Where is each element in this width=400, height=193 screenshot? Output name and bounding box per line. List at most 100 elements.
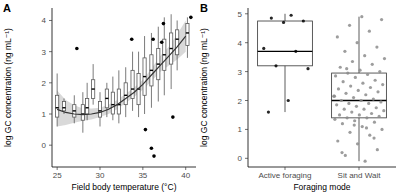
outlier (150, 146, 154, 150)
median (157, 63, 160, 64)
point (270, 17, 273, 20)
y-tick-label: 5 (238, 10, 243, 19)
point (282, 21, 285, 24)
point (353, 123, 356, 126)
median (111, 104, 114, 105)
outlier (151, 37, 155, 41)
y-tick (245, 42, 248, 43)
outlier (162, 22, 166, 26)
y-tick-label: 0 (42, 141, 47, 150)
point (372, 97, 375, 100)
point (348, 131, 351, 134)
box (150, 55, 153, 86)
box (111, 92, 114, 114)
y-tick-label: 4 (42, 16, 47, 25)
median (170, 48, 173, 49)
point (378, 115, 381, 118)
box (157, 49, 160, 80)
y-tick (245, 100, 248, 101)
median (73, 110, 76, 111)
point (380, 128, 383, 131)
point (365, 126, 368, 129)
point (346, 71, 349, 74)
point (336, 139, 339, 142)
point (363, 54, 366, 57)
point (360, 99, 363, 102)
ci-ribbon (57, 20, 186, 126)
point (364, 160, 367, 163)
point (362, 108, 365, 111)
median (131, 88, 134, 89)
point (360, 15, 363, 18)
point (338, 113, 341, 116)
point (335, 103, 338, 106)
median (258, 51, 313, 52)
point (287, 99, 290, 102)
point (381, 83, 384, 86)
y-tick-label: 2 (42, 79, 47, 88)
y-axis-title: log GC concentration (ng mL⁻¹) (3, 28, 13, 147)
point (375, 106, 378, 109)
box (73, 105, 76, 117)
median (86, 107, 89, 108)
point (339, 66, 342, 69)
point (340, 99, 343, 102)
y-tick (49, 20, 52, 21)
box (176, 30, 179, 55)
outlier (160, 40, 164, 44)
point (380, 18, 383, 21)
box (143, 58, 146, 95)
y-tick (49, 145, 52, 146)
x-tick-label: Active foraging (259, 171, 312, 180)
point (351, 60, 354, 63)
point (344, 154, 347, 157)
median (124, 95, 127, 96)
plot-area (258, 14, 387, 163)
point (333, 95, 336, 98)
plot-area (56, 14, 193, 158)
y-tick-label: 1 (238, 125, 243, 134)
median (92, 88, 95, 89)
x-tick (142, 167, 143, 170)
point (353, 119, 356, 122)
point (302, 19, 305, 22)
point (358, 69, 361, 72)
median (176, 38, 179, 39)
point (366, 73, 369, 76)
box (124, 83, 127, 105)
point (262, 47, 265, 50)
outlier (152, 154, 156, 158)
x-tick (285, 167, 286, 170)
median (163, 54, 166, 55)
panel: B012345Active foragingSit and WaitForagi… (199, 2, 396, 192)
y-tick (245, 158, 248, 159)
point (306, 67, 309, 70)
box (105, 89, 108, 108)
median (98, 110, 101, 111)
point (376, 90, 379, 93)
box (170, 33, 173, 64)
panel: A0123425303540Field body temperature (°C… (3, 2, 196, 192)
point (358, 113, 361, 116)
y-tick-label: 0 (238, 154, 243, 163)
point (372, 136, 375, 139)
point (337, 87, 340, 90)
x-axis-line (52, 167, 196, 168)
point (371, 63, 374, 66)
point (383, 57, 386, 60)
point (332, 95, 335, 98)
box (81, 105, 84, 121)
y-tick (245, 71, 248, 72)
median (62, 107, 65, 108)
x-axis-line (248, 167, 396, 168)
median (186, 32, 189, 33)
outlier (189, 16, 193, 20)
point (346, 116, 349, 119)
y-axis-line (248, 8, 249, 167)
point (368, 134, 371, 137)
point (368, 30, 371, 33)
y-tick-label: 4 (238, 39, 243, 48)
median (143, 76, 146, 77)
point (344, 92, 347, 95)
box (332, 73, 387, 118)
